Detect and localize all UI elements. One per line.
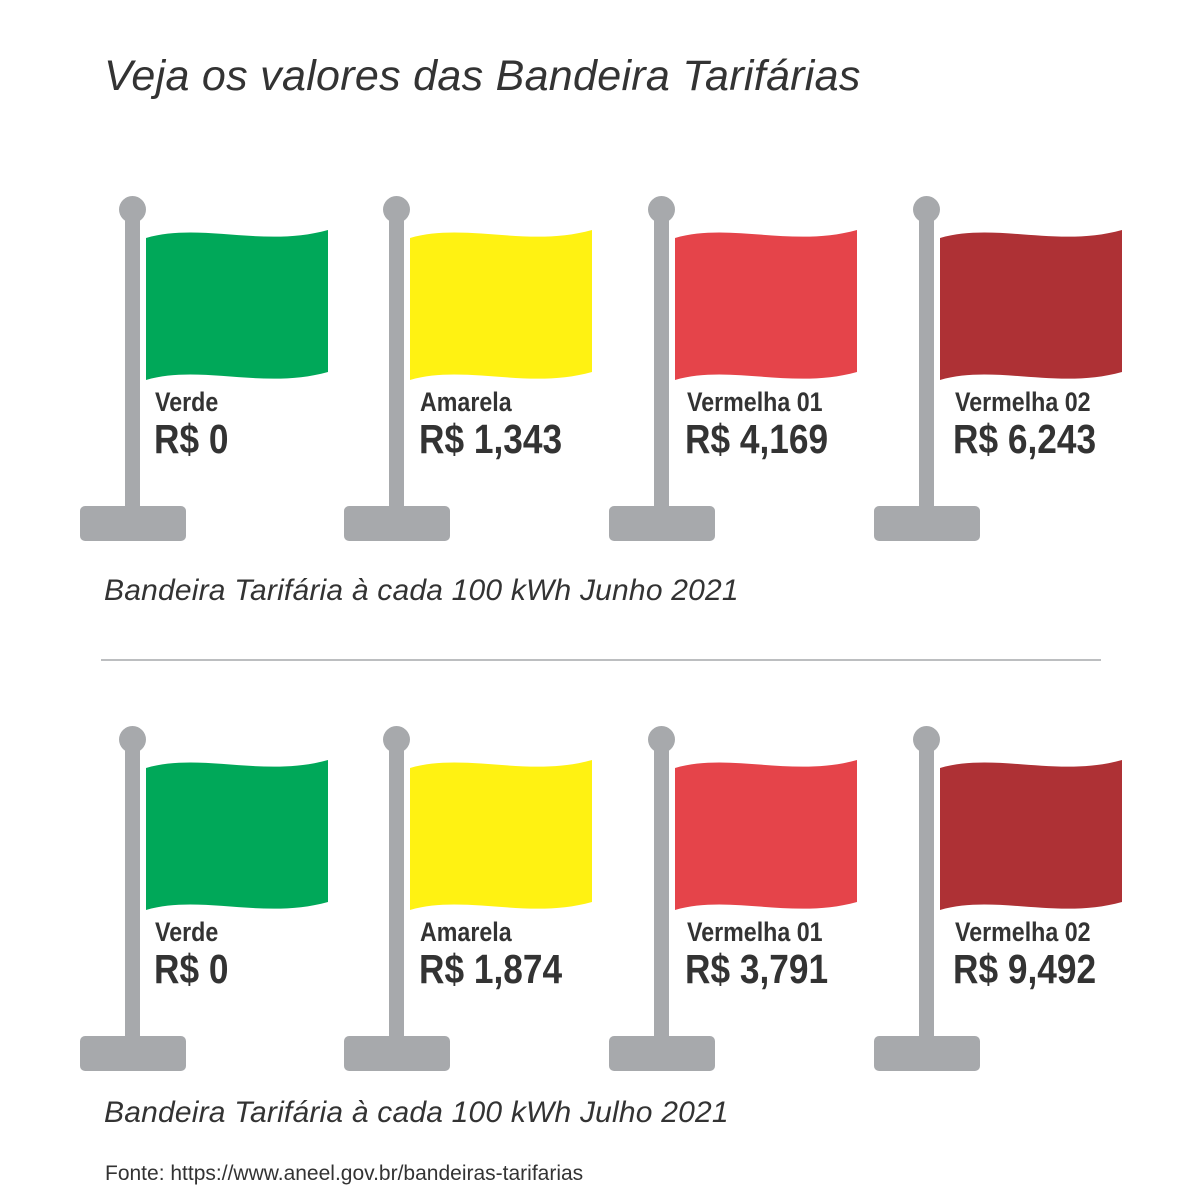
caption-julho-2021: Bandeira Tarifária à cada 100 kWh Julho … bbox=[104, 1096, 729, 1129]
flag-amarela: Amarela R$ 1,874 bbox=[344, 726, 604, 1076]
flag-cloth bbox=[675, 760, 857, 910]
flag-verde: Verde R$ 0 bbox=[80, 726, 340, 1076]
section-julho-2021: Verde R$ 0 Amarela R$ 1,874 Vermelha 01 … bbox=[0, 726, 1200, 1146]
flag-pole bbox=[125, 740, 140, 1050]
pole-base bbox=[344, 506, 450, 541]
flag-pole bbox=[919, 740, 934, 1050]
flag-value-label: R$ 9,492 bbox=[953, 946, 1097, 992]
flag-amarela: Amarela R$ 1,343 bbox=[344, 196, 604, 546]
caption-junho-2021: Bandeira Tarifária à cada 100 kWh Junho … bbox=[104, 574, 739, 607]
flag-vermelha-01: Vermelha 01 R$ 3,791 bbox=[609, 726, 869, 1076]
flag-pole bbox=[125, 210, 140, 520]
flag-value-label: R$ 3,791 bbox=[685, 946, 829, 992]
pole-base bbox=[344, 1036, 450, 1071]
flag-value-label: R$ 1,343 bbox=[419, 416, 563, 462]
flag-pole bbox=[654, 740, 669, 1050]
pole-base bbox=[80, 506, 186, 541]
flag-vermelha-02: Vermelha 02 R$ 9,492 bbox=[874, 726, 1134, 1076]
flag-name-label: Amarela bbox=[420, 387, 512, 417]
flag-name-label: Vermelha 01 bbox=[687, 917, 823, 947]
flag-name-label: Vermelha 01 bbox=[687, 387, 823, 417]
flag-cloth bbox=[146, 230, 328, 380]
flag-vermelha-01: Vermelha 01 R$ 4,169 bbox=[609, 196, 869, 546]
flag-vermelha-02: Vermelha 02 R$ 6,243 bbox=[874, 196, 1134, 546]
pole-base bbox=[874, 506, 980, 541]
flag-value-label: R$ 6,243 bbox=[953, 416, 1097, 462]
flag-cloth bbox=[940, 230, 1122, 380]
flag-name-label: Vermelha 02 bbox=[955, 387, 1091, 417]
flag-name-label: Verde bbox=[155, 917, 219, 947]
flag-cloth bbox=[146, 760, 328, 910]
pole-base bbox=[609, 506, 715, 541]
flag-cloth bbox=[410, 230, 592, 380]
flag-cloth bbox=[410, 760, 592, 910]
section-junho-2021: Verde R$ 0 Amarela R$ 1,343 Vermelha 01 … bbox=[0, 196, 1200, 616]
flag-name-label: Amarela bbox=[420, 917, 512, 947]
flag-name-label: Verde bbox=[155, 387, 219, 417]
flag-value-label: R$ 0 bbox=[154, 416, 229, 462]
flag-pole bbox=[654, 210, 669, 520]
source-note: Fonte: https://www.aneel.gov.br/bandeira… bbox=[105, 1162, 584, 1185]
flag-pole bbox=[919, 210, 934, 520]
flag-pole bbox=[389, 740, 404, 1050]
flag-value-label: R$ 4,169 bbox=[685, 416, 829, 462]
flag-cloth bbox=[940, 760, 1122, 910]
section-divider bbox=[101, 659, 1101, 661]
page-title: Veja os valores das Bandeira Tarifárias bbox=[104, 52, 861, 100]
flag-name-label: Vermelha 02 bbox=[955, 917, 1091, 947]
flag-value-label: R$ 0 bbox=[154, 946, 229, 992]
flag-verde: Verde R$ 0 bbox=[80, 196, 340, 546]
pole-base bbox=[80, 1036, 186, 1071]
flag-pole bbox=[389, 210, 404, 520]
flag-value-label: R$ 1,874 bbox=[419, 946, 563, 992]
pole-base bbox=[609, 1036, 715, 1071]
pole-base bbox=[874, 1036, 980, 1071]
flag-cloth bbox=[675, 230, 857, 380]
